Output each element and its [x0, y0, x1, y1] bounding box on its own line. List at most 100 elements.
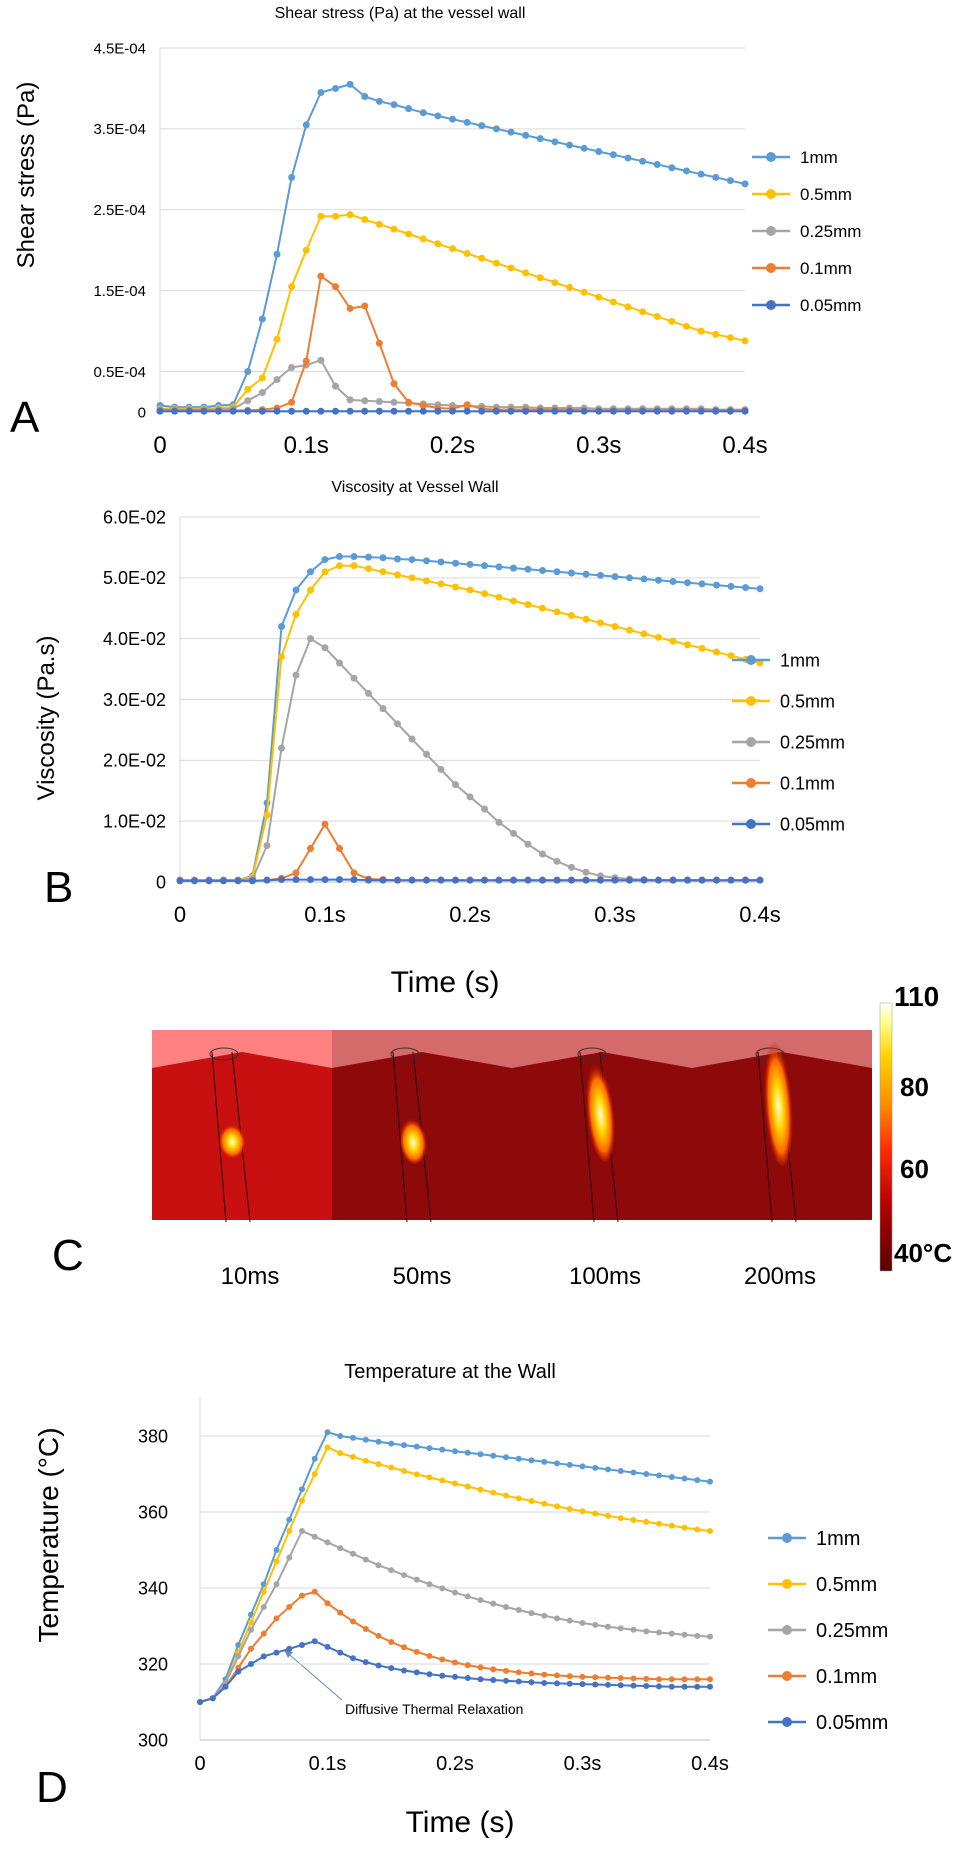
data-point [698, 644, 706, 652]
data-point [515, 1678, 522, 1685]
data-point [413, 1648, 420, 1655]
data-point [311, 1471, 318, 1477]
y-tick-label: 4.0E-02 [103, 629, 166, 649]
data-point [307, 845, 314, 853]
legend-label: 0.25mm [800, 222, 861, 241]
data-point [592, 1464, 599, 1471]
data-point [452, 1659, 458, 1666]
data-point [171, 407, 179, 415]
data-point [350, 1550, 356, 1557]
data-point [507, 128, 515, 136]
data-point [626, 876, 633, 884]
data-point [299, 1486, 305, 1493]
data-point [215, 407, 222, 415]
data-point [713, 581, 720, 589]
data-point [478, 254, 486, 262]
data-point [394, 555, 401, 563]
data-point [336, 562, 343, 570]
data-point [426, 1653, 433, 1660]
data-point [434, 112, 442, 120]
data-point [495, 818, 503, 826]
data-point [541, 1671, 548, 1678]
data-point [375, 397, 383, 405]
data-point [595, 407, 603, 415]
data-point [643, 1471, 650, 1477]
data-point [490, 1676, 497, 1683]
data-point [490, 1452, 497, 1459]
data-point [437, 580, 445, 588]
data-point [413, 1669, 420, 1676]
data-point [694, 1683, 701, 1690]
data-point [394, 720, 401, 728]
data-point [286, 1516, 293, 1523]
data-point [423, 577, 430, 585]
data-point [553, 568, 561, 576]
data-point [510, 564, 517, 572]
temperature-chart: Temperature at the Wall Temperature (°C)… [33, 1361, 888, 1839]
data-point [669, 876, 677, 884]
data-point [617, 1625, 624, 1632]
data-point [426, 1671, 433, 1678]
data-point [292, 876, 300, 884]
data-point [551, 407, 559, 415]
data-point [481, 876, 488, 884]
data-point [464, 1449, 471, 1456]
data-point [630, 1516, 637, 1523]
data-point [260, 1630, 267, 1637]
data-point [668, 164, 676, 172]
data-point [626, 574, 633, 582]
y-tick-label: 4.5E-04 [93, 40, 146, 57]
data-point [554, 1615, 560, 1622]
data-point [258, 389, 266, 397]
data-point [307, 586, 314, 594]
data-point [273, 1581, 280, 1588]
data-point [321, 556, 329, 564]
data-point [681, 1631, 688, 1638]
data-point [365, 689, 372, 697]
data-point [449, 115, 456, 123]
data-point [611, 876, 619, 884]
data-point [640, 630, 648, 638]
data-point [437, 876, 445, 884]
data-point [463, 118, 471, 126]
data-point [361, 302, 369, 310]
x-tick-label: 0.1s [304, 902, 346, 927]
x-tick-label: 0.2s [449, 902, 491, 927]
data-point [626, 626, 633, 634]
data-point [605, 1512, 611, 1519]
data-point [592, 1510, 599, 1517]
data-point [539, 876, 546, 884]
y-tick-label: 3.0E-02 [103, 690, 166, 710]
data-point [332, 407, 339, 415]
data-point [260, 1653, 267, 1660]
data-point [405, 105, 413, 113]
data-point [683, 407, 690, 415]
data-point [503, 1454, 509, 1461]
data-point [582, 876, 590, 884]
data-point [566, 407, 573, 415]
x-tick-label: 0.1s [284, 432, 329, 459]
data-point [580, 407, 588, 415]
data-point [605, 1681, 611, 1688]
data-point [617, 1682, 624, 1689]
data-point [492, 259, 500, 267]
data-point [350, 876, 358, 884]
data-point [592, 1674, 599, 1681]
data-point [541, 1458, 548, 1465]
data-point [235, 1642, 242, 1648]
data-point [317, 272, 325, 280]
data-point [597, 876, 604, 884]
data-point [278, 744, 285, 752]
colorbar-tick-110: 110 [894, 981, 939, 1012]
data-point [507, 407, 515, 415]
data-point [726, 334, 734, 342]
data-point [515, 1455, 522, 1462]
data-point [321, 876, 329, 884]
data-point [248, 1645, 254, 1652]
data-point [522, 131, 530, 139]
data-point [452, 559, 459, 567]
data-point [528, 1497, 535, 1504]
data-point [362, 1626, 369, 1633]
data-point [481, 805, 488, 813]
data-point [278, 876, 285, 884]
